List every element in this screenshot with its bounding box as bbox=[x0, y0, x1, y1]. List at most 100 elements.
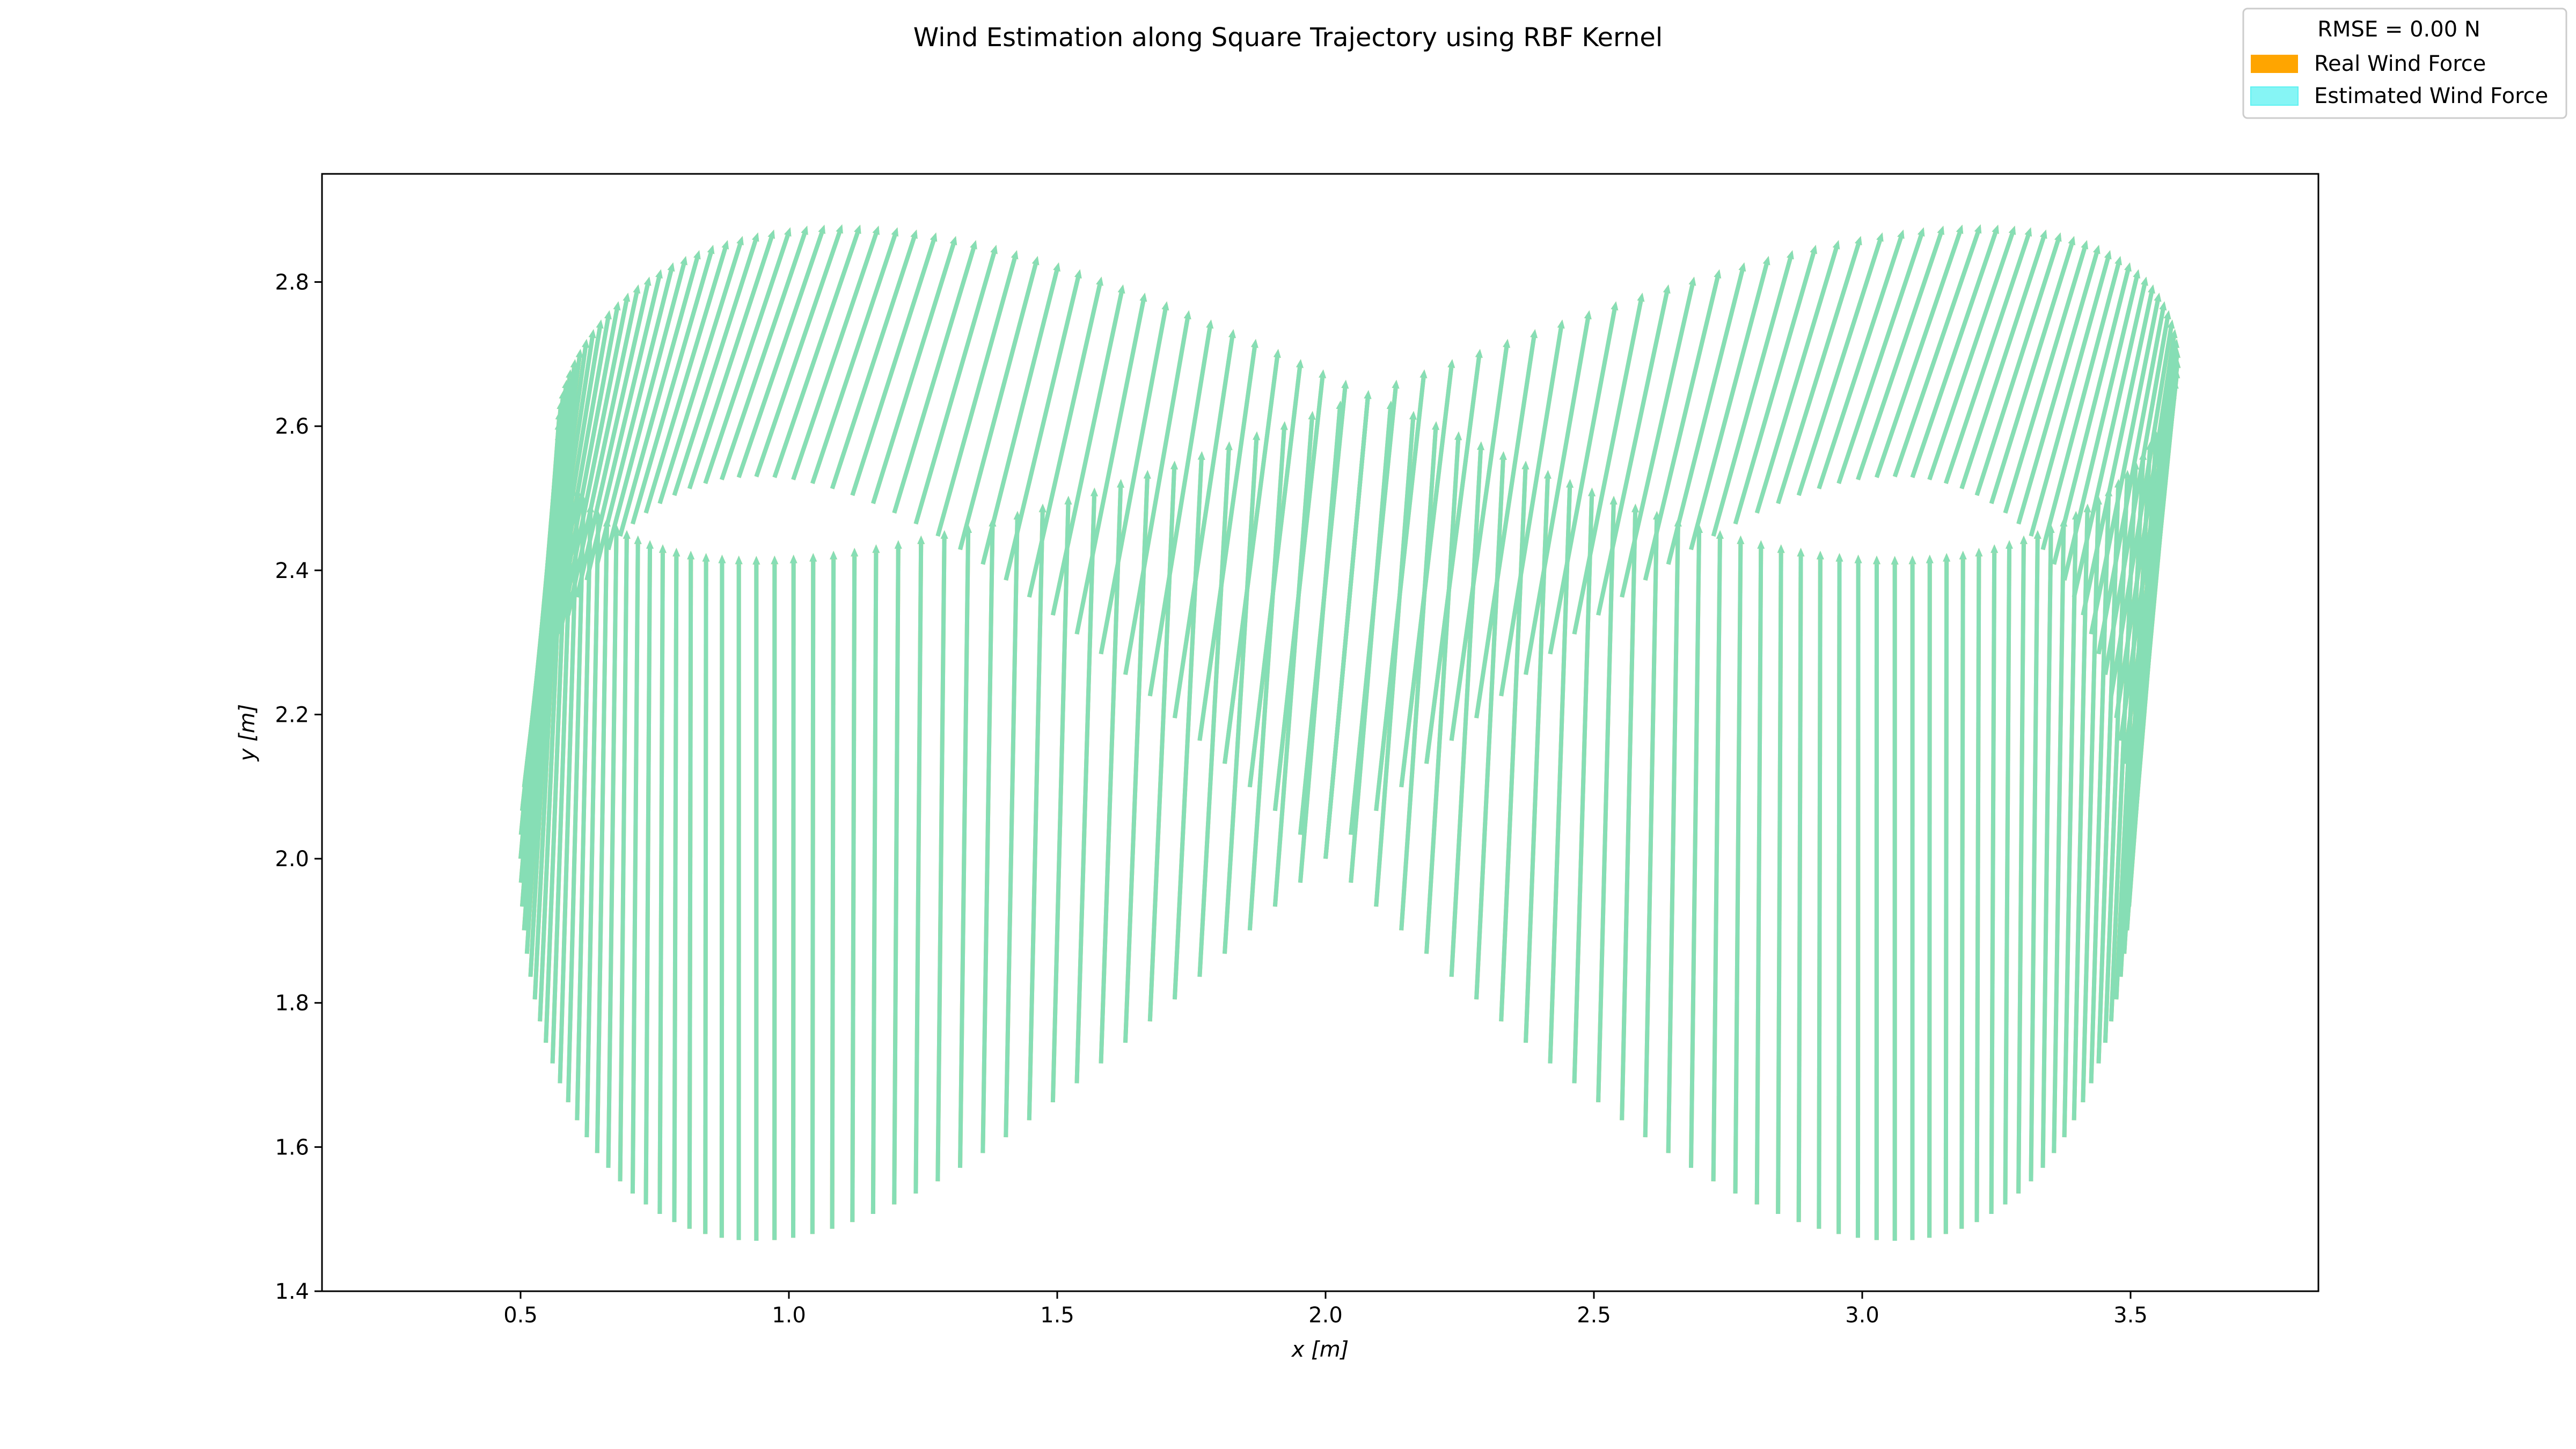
estimated-wind-arrow bbox=[1892, 224, 1982, 478]
estimated-wind-arrow bbox=[1374, 411, 1417, 907]
x-tick-label: 0.5 bbox=[503, 1303, 538, 1328]
estimated-wind-arrow bbox=[752, 555, 760, 1241]
estimated-wind-arrow bbox=[1856, 225, 1944, 481]
estimated-wind-arrow bbox=[1272, 411, 1316, 907]
estimated-wind-arrow bbox=[830, 229, 918, 489]
y-axis-label: y [m] bbox=[235, 704, 260, 762]
estimated-wind-arrow bbox=[1754, 240, 1840, 514]
estimated-wind-arrow bbox=[1004, 269, 1082, 581]
estimated-wind-arrow bbox=[935, 530, 948, 1182]
estimated-wind-arrows bbox=[518, 224, 2181, 1241]
estimated-wind-arrow bbox=[1349, 400, 1394, 883]
estimated-wind-arrow bbox=[544, 310, 612, 675]
y-tick-label: 2.6 bbox=[275, 414, 309, 439]
y-tick-label: 2.2 bbox=[275, 702, 309, 727]
estimated-wind-arrow bbox=[1524, 470, 1552, 1043]
estimated-wind-arrow bbox=[1074, 292, 1147, 635]
estimated-wind-arrow bbox=[1989, 236, 2075, 504]
estimated-wind-arrow bbox=[1197, 339, 1258, 741]
estimated-wind-arrow bbox=[1754, 540, 1765, 1205]
estimated-wind-arrow bbox=[735, 555, 743, 1240]
estimated-wind-arrow bbox=[1596, 284, 1671, 616]
estimated-wind-arrow bbox=[1499, 460, 1529, 1022]
estimated-wind-arrow bbox=[1854, 554, 1862, 1238]
estimated-wind-arrow bbox=[1776, 544, 1785, 1214]
plot-area bbox=[518, 224, 2181, 1241]
x-tick-label: 1.0 bbox=[772, 1303, 806, 1328]
estimated-wind-arrow bbox=[2089, 487, 2113, 1084]
estimated-wind-arrow bbox=[606, 256, 687, 551]
estimated-wind-arrow bbox=[2040, 256, 2122, 551]
estimated-wind-arrow bbox=[2128, 400, 2174, 883]
legend-label-real: Real Wind Force bbox=[2314, 52, 2486, 76]
estimated-wind-arrow bbox=[1474, 329, 1538, 719]
estimated-wind-arrow bbox=[703, 227, 792, 485]
x-tick-label: 2.0 bbox=[1308, 1303, 1343, 1328]
estimated-wind-arrow bbox=[1974, 232, 2062, 496]
estimated-wind-arrow bbox=[1074, 487, 1098, 1084]
estimated-wind-arrow bbox=[687, 229, 775, 489]
estimated-wind-arrow bbox=[2081, 284, 2155, 616]
estimated-wind-arrow bbox=[1099, 479, 1125, 1064]
estimated-wind-arrow bbox=[702, 553, 710, 1234]
legend-swatch-real bbox=[2251, 55, 2298, 73]
estimated-wind-arrow bbox=[1027, 276, 1103, 598]
estimated-wind-arrow bbox=[2109, 460, 2140, 1022]
estimated-wind-arrow bbox=[1298, 379, 1349, 835]
estimated-wind-arrow bbox=[1223, 349, 1281, 764]
estimated-wind-arrow bbox=[1474, 451, 1507, 1000]
estimated-wind-arrow bbox=[980, 262, 1060, 565]
estimated-wind-arrow bbox=[810, 227, 899, 485]
estimated-wind-arrow bbox=[657, 544, 667, 1214]
estimated-wind-arrow bbox=[558, 292, 631, 635]
estimated-wind-arrow bbox=[1197, 441, 1233, 977]
estimated-wind-arrow bbox=[1835, 553, 1843, 1234]
estimated-wind-arrow bbox=[1733, 535, 1745, 1194]
legend-label-estimated: Estimated Wind Force bbox=[2314, 84, 2548, 108]
legend-swatch-estimated bbox=[2250, 86, 2299, 106]
estimated-wind-arrow bbox=[1666, 518, 1682, 1153]
estimated-wind-arrow bbox=[631, 245, 715, 525]
legend: RMSE = 0.00 N Real Wind Force Estimated … bbox=[2242, 8, 2567, 119]
axes-frame bbox=[321, 173, 2319, 1292]
estimated-wind-arrow bbox=[1247, 421, 1288, 931]
estimated-wind-arrow bbox=[850, 547, 859, 1223]
estimated-wind-arrow bbox=[1323, 390, 1372, 859]
estimated-wind-arrow bbox=[2072, 503, 2091, 1121]
estimated-wind-arrow bbox=[789, 554, 797, 1238]
estimated-wind-arrow bbox=[643, 240, 729, 514]
estimated-wind-arrow bbox=[1926, 554, 1934, 1238]
estimated-wind-arrow bbox=[1424, 431, 1462, 954]
estimated-wind-arrow bbox=[1499, 319, 1565, 697]
estimated-wind-arrow bbox=[1796, 547, 1805, 1223]
estimated-wind-arrow bbox=[566, 284, 641, 616]
estimated-wind-arrow bbox=[2052, 262, 2132, 565]
estimated-wind-arrow bbox=[2081, 495, 2102, 1102]
estimated-wind-arrow bbox=[913, 245, 998, 525]
estimated-wind-arrow bbox=[1524, 310, 1592, 675]
estimated-wind-arrow bbox=[2003, 540, 2014, 1205]
estimated-wind-arrow bbox=[809, 553, 817, 1234]
estimated-wind-arrow bbox=[1099, 301, 1169, 655]
legend-title: RMSE = 0.00 N bbox=[2317, 17, 2480, 42]
estimated-wind-arrow bbox=[2029, 530, 2041, 1182]
estimated-wind-arrow bbox=[754, 224, 843, 478]
estimated-wind-arrow bbox=[1816, 551, 1824, 1229]
x-tick-label: 2.5 bbox=[1577, 1303, 1611, 1328]
estimated-wind-arrow bbox=[672, 547, 680, 1223]
estimated-wind-arrow bbox=[1711, 250, 1794, 537]
x-tick-label: 3.0 bbox=[1845, 1303, 1879, 1328]
estimated-wind-arrow bbox=[1399, 421, 1440, 931]
estimated-wind-arrow bbox=[584, 269, 663, 581]
estimated-wind-arrow bbox=[1643, 511, 1661, 1138]
estimated-wind-arrow bbox=[532, 329, 596, 719]
y-tick-label: 2.0 bbox=[275, 847, 309, 872]
estimated-wind-arrow bbox=[1620, 503, 1640, 1121]
y-tick-label: 1.4 bbox=[275, 1279, 309, 1304]
y-tick-label: 1.6 bbox=[275, 1135, 309, 1160]
estimated-wind-arrow bbox=[2103, 470, 2131, 1043]
estimated-wind-arrow bbox=[1050, 284, 1125, 616]
estimated-wind-arrow bbox=[1548, 301, 1619, 655]
estimated-wind-arrow bbox=[1711, 530, 1724, 1182]
estimated-wind-arrow bbox=[618, 250, 701, 537]
